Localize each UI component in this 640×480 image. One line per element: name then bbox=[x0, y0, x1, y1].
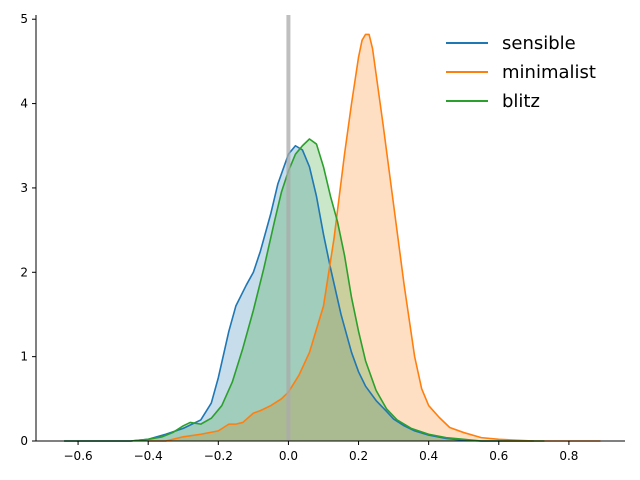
y-tick-label: 2 bbox=[20, 265, 28, 279]
density-lines bbox=[64, 33, 601, 442]
legend: sensible minimalist blitz bbox=[446, 33, 596, 112]
x-tick-label: 0.4 bbox=[419, 449, 438, 463]
series-sensible-area bbox=[64, 145, 534, 441]
legend-label-sensible: sensible bbox=[502, 33, 576, 54]
density-fills bbox=[64, 34, 601, 442]
series-blitz-line bbox=[64, 138, 545, 442]
series-blitz-area bbox=[64, 139, 545, 441]
series-minimalist-area bbox=[148, 34, 601, 442]
x-tick-label: −0.2 bbox=[204, 449, 233, 463]
series-sensible-line bbox=[64, 144, 534, 442]
y-tick-label: 4 bbox=[20, 97, 28, 111]
series-minimalist-line bbox=[148, 33, 601, 442]
legend-label-blitz: blitz bbox=[502, 91, 540, 112]
x-tick-label: 0.6 bbox=[489, 449, 508, 463]
x-tick-label: 0.2 bbox=[349, 449, 368, 463]
x-tick-label: 0.0 bbox=[279, 449, 298, 463]
x-tick-label: −0.6 bbox=[64, 449, 93, 463]
y-tick-label: 3 bbox=[20, 181, 28, 195]
x-tick-label: −0.4 bbox=[134, 449, 163, 463]
legend-label-minimalist: minimalist bbox=[502, 62, 596, 83]
y-tick-label: 0 bbox=[20, 434, 28, 448]
x-tick-label: 0.8 bbox=[559, 449, 578, 463]
y-tick-label: 5 bbox=[20, 12, 28, 26]
axes: −0.6 −0.4 −0.2 0.0 0.2 0.4 0.6 0.8 0 1 2 3 4 5 bbox=[20, 12, 625, 463]
y-tick-label: 1 bbox=[20, 350, 28, 364]
